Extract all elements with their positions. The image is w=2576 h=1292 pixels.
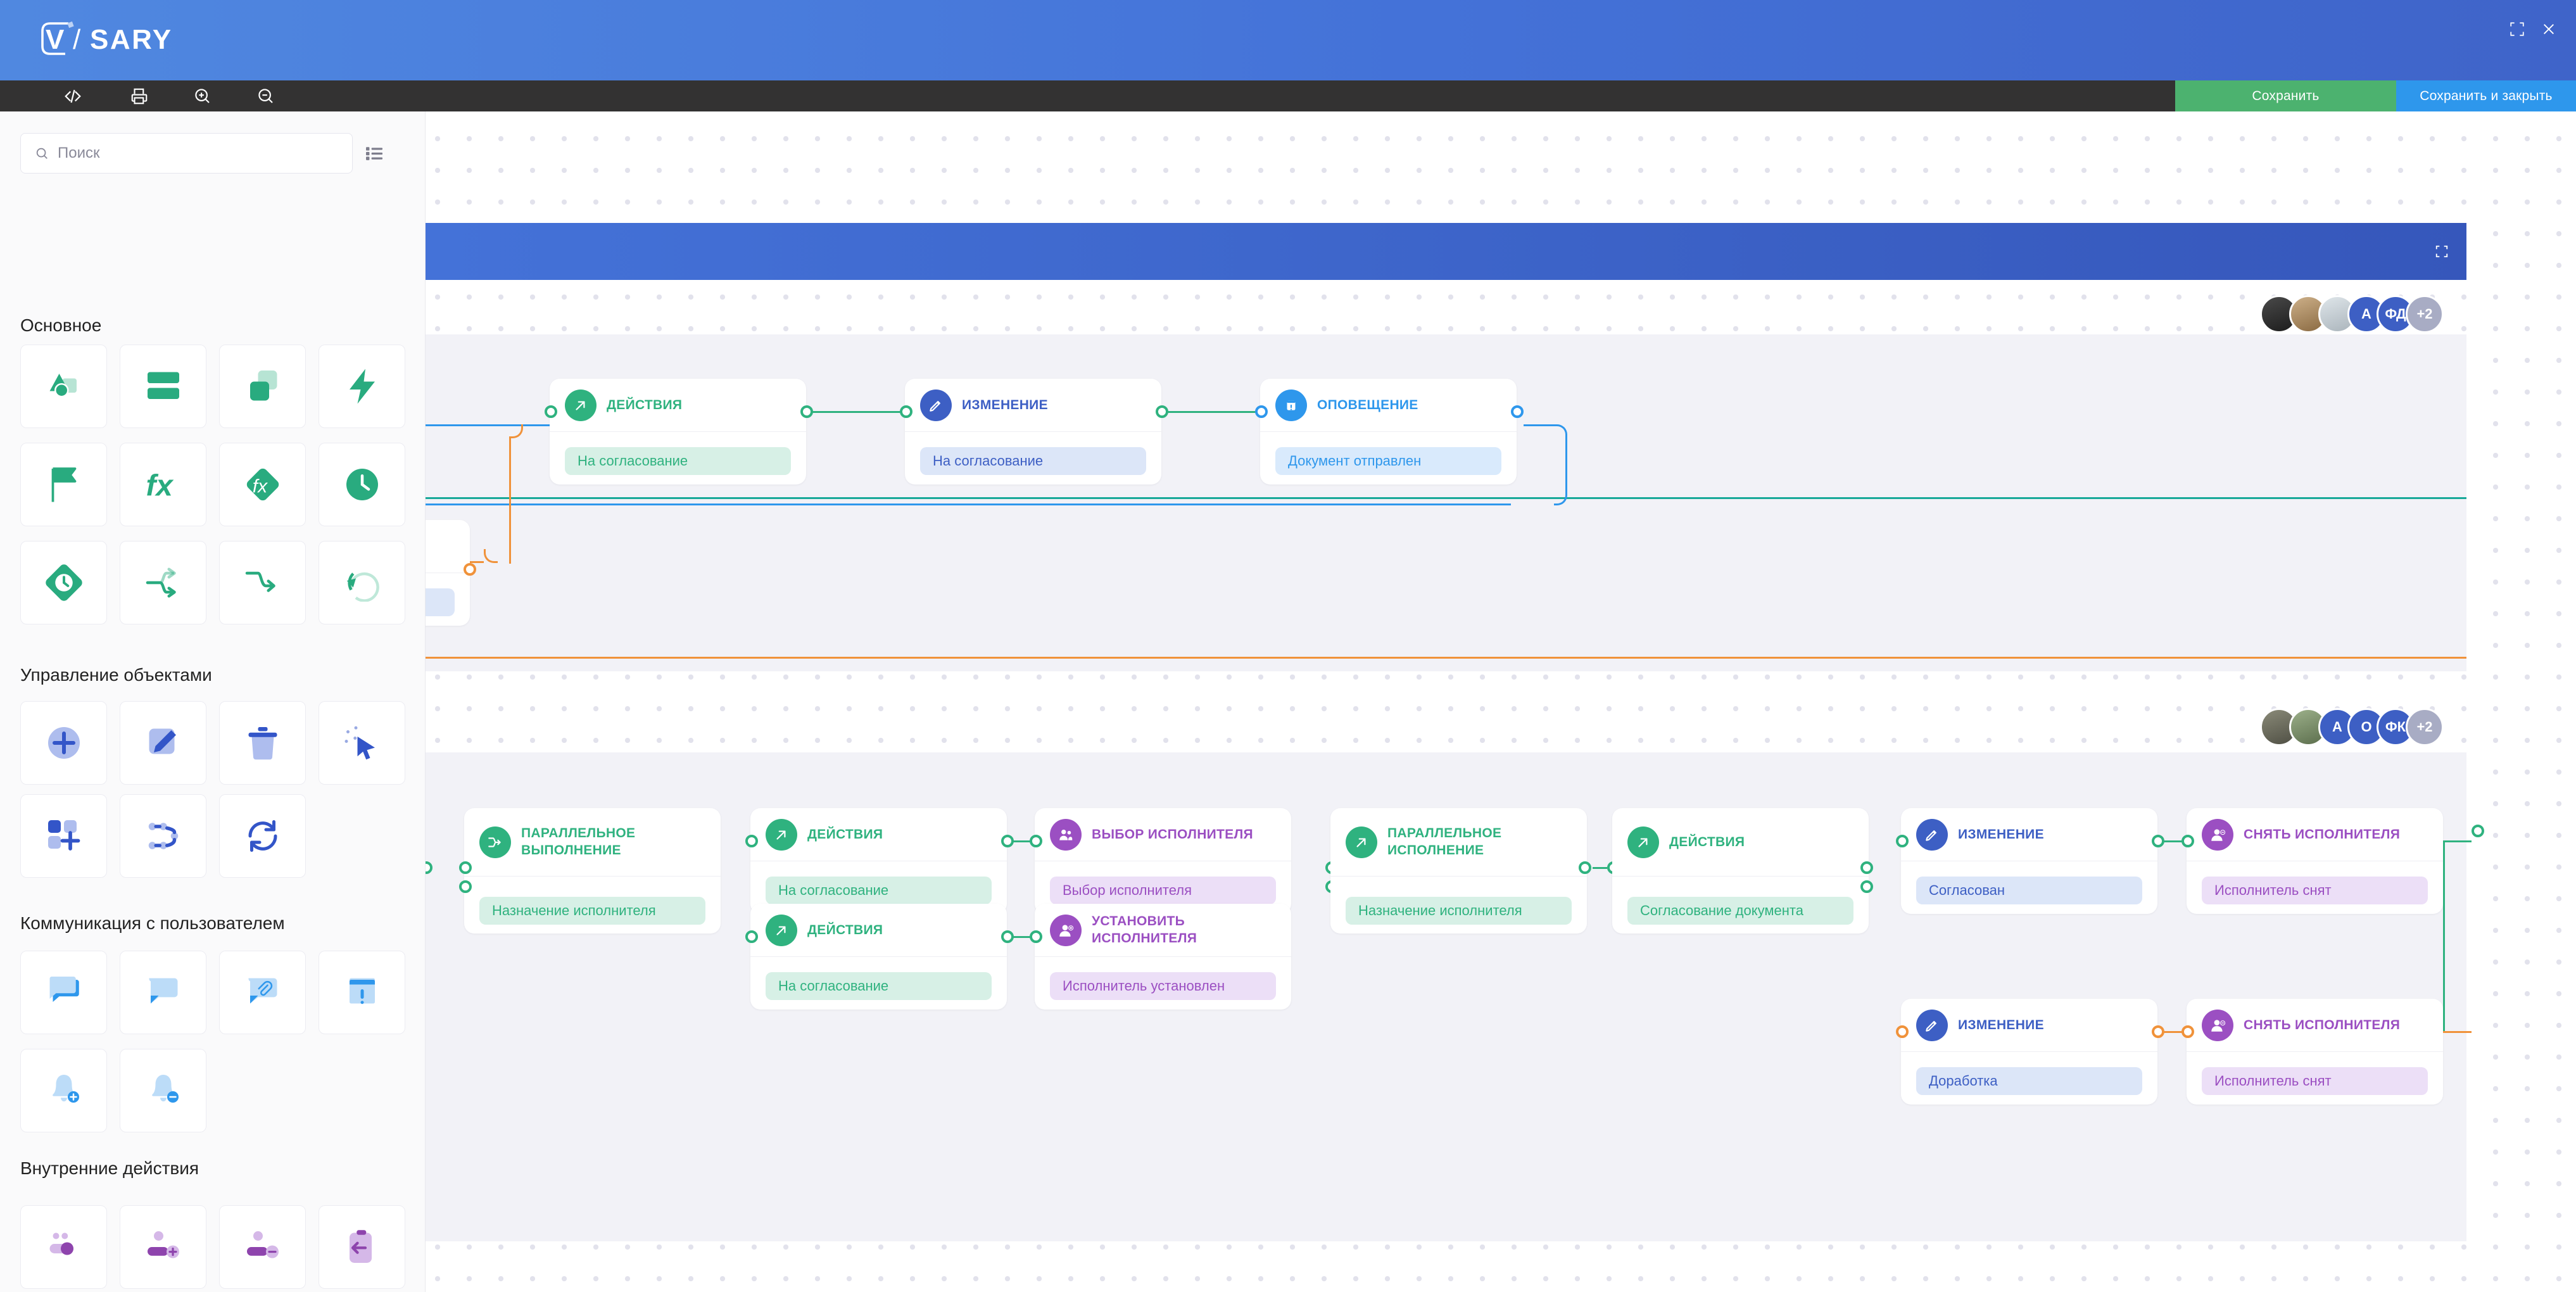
svg-text:fx: fx [252, 476, 267, 497]
svg-text:fx: fx [146, 469, 174, 503]
svg-text:SARY: SARY [90, 24, 173, 55]
svg-text:/: / [73, 24, 81, 55]
svg-text:V: V [46, 24, 65, 55]
